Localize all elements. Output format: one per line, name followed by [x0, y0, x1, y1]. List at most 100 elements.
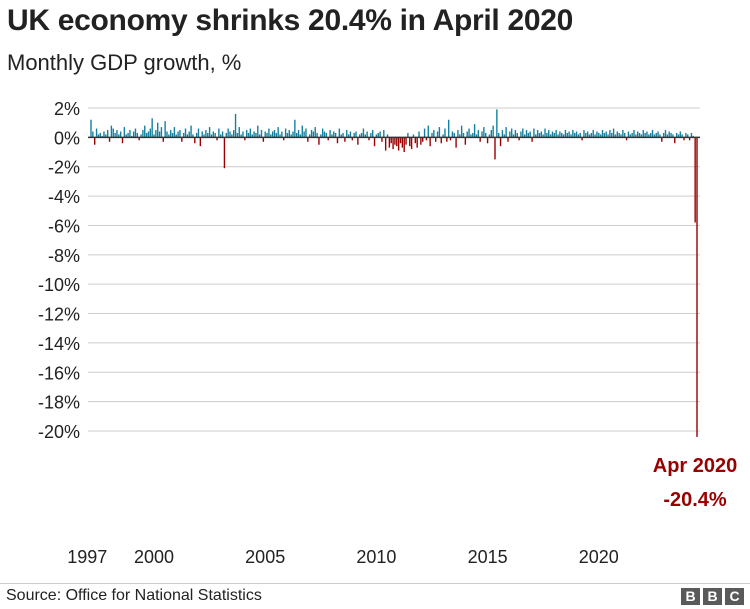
gdp-bar: [683, 137, 685, 141]
gdp-bar: [284, 128, 287, 138]
gdp-bar: [305, 128, 307, 138]
gdp-bar: [388, 137, 391, 148]
gdp-bar: [177, 131, 179, 138]
gdp-bar: [123, 127, 126, 138]
gdp-bar: [535, 134, 537, 138]
gdp-bar: [523, 134, 526, 138]
gdp-bar: [416, 137, 418, 148]
gdp-bar: [168, 134, 170, 138]
gridlines: [88, 107, 700, 432]
gdp-bar: [197, 128, 200, 138]
gdp-bar: [646, 131, 648, 138]
gdp-bar: [570, 134, 572, 138]
gdp-bar: [379, 131, 381, 138]
y-tick-label: -18%: [38, 393, 80, 413]
gdp-bar: [355, 131, 357, 138]
gdp-bar: [527, 132, 530, 138]
gdp-bar: [561, 132, 563, 138]
gdp-bar: [383, 130, 385, 138]
gdp-bar: [394, 137, 396, 145]
gdp-bar: [240, 134, 242, 138]
gdp-bar: [221, 131, 224, 138]
gdp-bar: [422, 137, 424, 142]
gdp-bar: [114, 132, 116, 138]
gdp-bar: [292, 131, 294, 138]
gdp-bar: [179, 130, 181, 138]
y-tick-label: 2%: [54, 99, 80, 119]
gdp-bar: [544, 128, 546, 138]
x-tick-label: 2015: [468, 547, 508, 567]
gdp-bar: [125, 134, 127, 138]
gdp-bar: [321, 128, 324, 138]
gdp-bar: [144, 125, 146, 138]
gdp-bar: [236, 132, 239, 138]
gdp-bar: [92, 131, 94, 138]
gdp-bar: [494, 137, 496, 160]
gdp-bar: [158, 131, 161, 138]
gdp-bar: [555, 130, 557, 138]
gdp-bar: [381, 137, 383, 142]
gdp-bar: [94, 137, 96, 145]
gdp-bar: [316, 132, 318, 138]
gdp-bar: [279, 134, 281, 138]
gdp-bar: [433, 130, 435, 138]
gdp-bar: [112, 128, 114, 138]
gdp-bar: [247, 132, 250, 138]
gdp-bar: [127, 132, 129, 138]
gdp-bar: [553, 132, 556, 138]
gdp-bar: [522, 128, 524, 138]
gdp-bar: [509, 131, 511, 138]
gdp-bar: [551, 131, 554, 138]
gdp-bar: [147, 131, 150, 138]
gdp-bar: [182, 132, 185, 138]
gdp-bar: [357, 137, 359, 145]
gdp-bar: [611, 132, 613, 138]
gdp-bar: [559, 131, 561, 138]
gdp-bar: [466, 131, 468, 138]
gdp-bar: [225, 132, 227, 138]
gdp-bar: [232, 130, 235, 138]
gdp-bar: [108, 137, 111, 142]
gdp-bar: [201, 131, 203, 138]
gdp-bar: [616, 131, 619, 138]
gdp-bar: [679, 131, 682, 138]
gdp-bar: [351, 137, 354, 141]
gdp-bar: [129, 130, 131, 138]
gdp-bar: [238, 127, 240, 138]
gdp-bar: [199, 137, 202, 147]
gdp-bar: [119, 131, 122, 138]
gdp-bar: [229, 131, 231, 138]
gdp-bar: [308, 134, 311, 138]
y-tick-label: -12%: [38, 305, 80, 325]
gdp-bar: [431, 132, 433, 138]
gdp-bar: [590, 132, 593, 138]
gdp-bar: [294, 119, 296, 138]
gdp-bar: [249, 128, 252, 138]
gdp-bar: [334, 132, 337, 138]
source-credit: Source: Office for National Statistics: [6, 587, 262, 604]
gdp-bar: [266, 132, 268, 138]
gdp-bar: [442, 134, 444, 138]
gdp-bar: [531, 137, 533, 142]
gdp-bar: [223, 137, 226, 169]
gdp-bar: [106, 130, 109, 138]
gdp-bar: [97, 134, 100, 138]
gdp-bar: [501, 130, 504, 138]
gdp-bar: [370, 132, 372, 138]
gdp-bar: [451, 131, 454, 138]
gdp-bar: [121, 137, 124, 144]
y-tick-label: -2%: [48, 158, 80, 178]
bbc-logo: B B C: [681, 588, 744, 605]
gdp-bar: [138, 137, 140, 141]
gdp-bar: [434, 137, 437, 142]
gdp-bar: [625, 137, 628, 141]
gdp-bar: [325, 132, 328, 138]
gdp-bar: [592, 130, 594, 138]
gdp-bar: [134, 128, 137, 138]
gdp-bar: [414, 137, 417, 144]
gdp-bar: [220, 134, 222, 138]
gdp-bar: [160, 127, 163, 138]
gdp-bar: [157, 122, 159, 138]
gdp-bar: [662, 132, 665, 138]
gdp-bar: [581, 137, 583, 141]
